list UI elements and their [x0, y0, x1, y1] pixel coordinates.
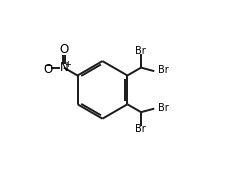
Text: −: − — [43, 61, 53, 71]
Text: Br: Br — [134, 46, 145, 56]
Text: O: O — [59, 43, 68, 56]
Text: Br: Br — [157, 103, 168, 113]
Text: $\mathregular{N}$: $\mathregular{N}$ — [59, 61, 68, 74]
Text: O: O — [43, 63, 52, 76]
Text: Br: Br — [157, 66, 168, 75]
Text: Br: Br — [134, 124, 145, 134]
Text: +: + — [64, 60, 70, 69]
